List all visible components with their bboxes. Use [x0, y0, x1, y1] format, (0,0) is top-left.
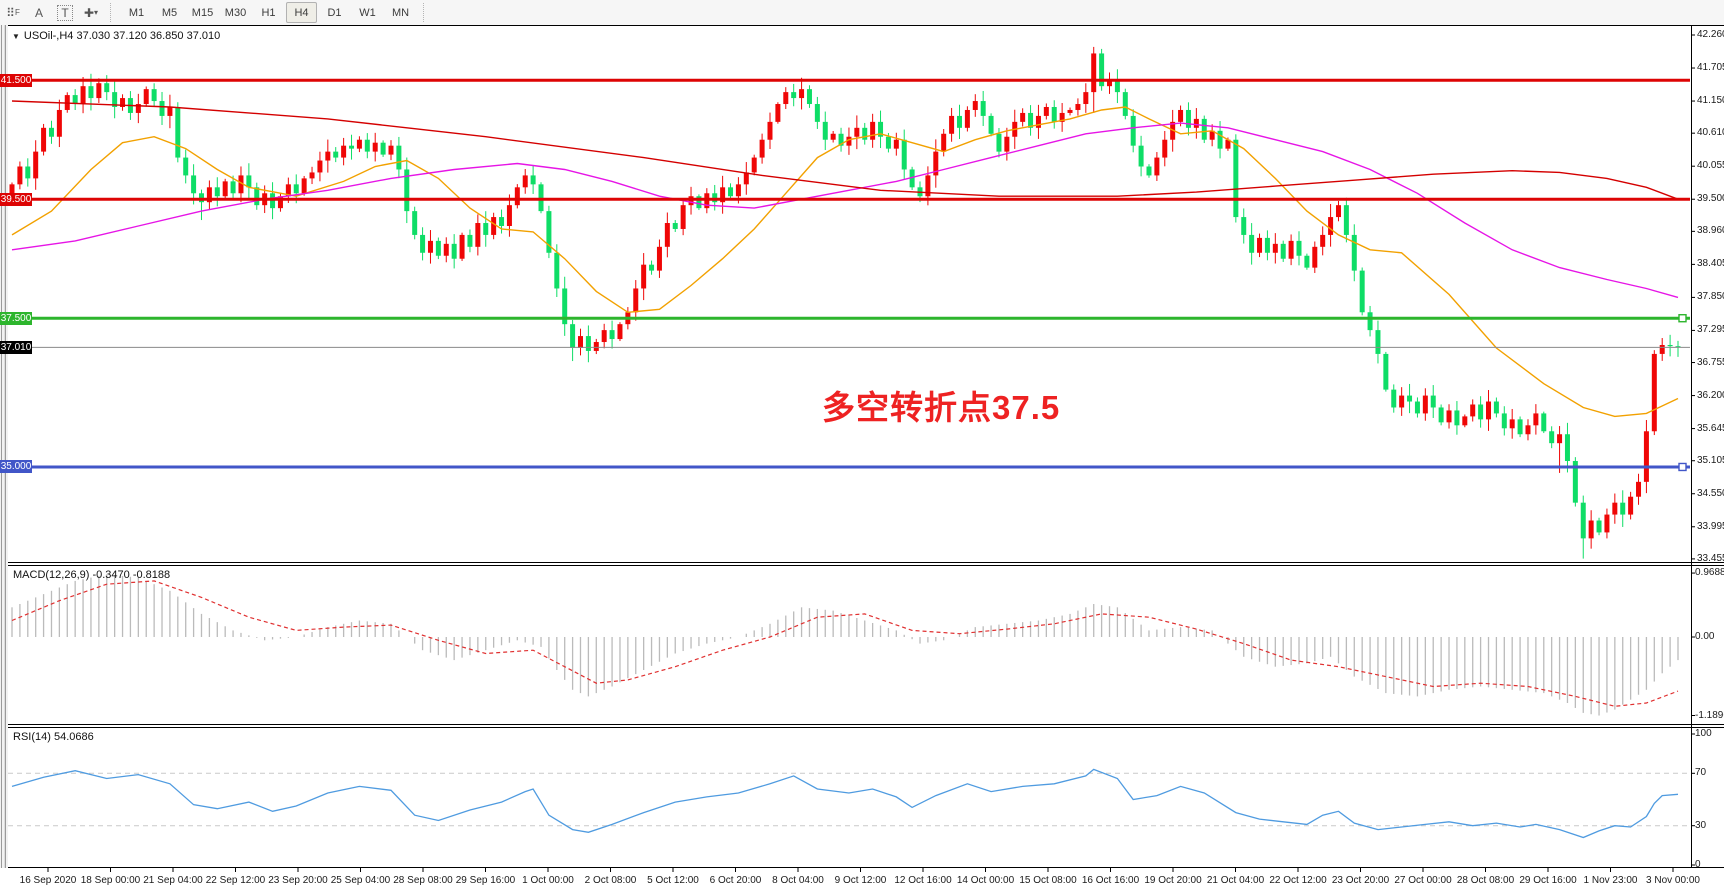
price-axis-label: 37.850 [1697, 291, 1724, 303]
time-axis-label: 2 Oct 08:00 [584, 875, 637, 886]
candles-layer [9, 46, 1681, 559]
macd-signal-line [11, 580, 1679, 707]
time-axis-label: 12 Oct 16:00 [894, 875, 952, 886]
time-axis-label: 1 Nov 23:00 [1583, 875, 1638, 886]
price-axis-label: 36.755 [1697, 356, 1724, 368]
current-price-tag: 37.010 [0, 340, 32, 354]
hline-handle[interactable] [1678, 314, 1687, 323]
toolbar-separator [110, 3, 116, 22]
price-axis-label: 34.550 [1697, 487, 1724, 499]
label-tool-button[interactable]: A [34, 5, 43, 20]
time-axis-label: 14 Oct 00:00 [956, 875, 1015, 886]
timeframe-m5-button[interactable]: M5 [161, 6, 178, 19]
price-axis-label: 40.055 [1697, 160, 1724, 172]
toolbar-separator [423, 3, 429, 22]
price-axis-label: 40.610 [1697, 127, 1724, 139]
rsi-axis-label: 70 [1695, 767, 1707, 779]
timeframe-m1-button[interactable]: M1 [128, 6, 145, 19]
time-axis-label: 5 Oct 12:00 [647, 875, 699, 886]
hline-handle[interactable] [1678, 462, 1687, 472]
time-axis-label: 16 Sep 2020 [19, 875, 77, 886]
timeframe-m15-button[interactable]: M15 [191, 6, 214, 19]
rsi-line [11, 768, 1679, 839]
price-axis-label: 35.645 [1697, 422, 1724, 434]
time-axis-label: 16 Oct 16:00 [1081, 875, 1140, 886]
panel-borders [0, 25, 1724, 872]
time-axis-label: 27 Oct 00:00 [1394, 875, 1452, 886]
time-axis-label: 8 Oct 04:00 [772, 875, 824, 886]
time-axis-label: 28 Oct 08:00 [1456, 875, 1515, 886]
macd-panel-layer [11, 574, 1679, 716]
price-axis-label: 38.960 [1697, 225, 1724, 237]
chevron-down-icon[interactable]: ▼ [12, 32, 20, 41]
symbol-ohlc-text: USOil-,H4 37.030 37.120 36.850 37.010 [23, 30, 221, 42]
timeframe-mn-button[interactable]: MN [391, 6, 410, 19]
time-axis-label: 3 Nov 00:00 [1646, 875, 1700, 886]
price-axis-label: 38.405 [1697, 258, 1724, 270]
timeframe-w1-button[interactable]: W1 [359, 6, 376, 19]
level-price-tag: 39.500 [0, 192, 32, 206]
ma-slow-red-line [11, 100, 1679, 200]
time-axis-label: 28 Sep 08:00 [393, 875, 453, 886]
time-axis-label: 9 Oct 12:00 [834, 875, 887, 886]
rsi-axis-label: 100 [1695, 728, 1712, 739]
macd-axis-label: -1.1896 [1695, 709, 1724, 721]
chart-annotation-text[interactable]: 多空转折点37.5 [822, 389, 1061, 426]
time-axis-label: 1 Oct 00:00 [522, 875, 574, 886]
time-axis-label: 29 Oct 16:00 [1519, 875, 1577, 886]
time-axis-label: 21 Sep 04:00 [143, 875, 203, 886]
time-axis-label: 25 Sep 04:00 [330, 875, 391, 886]
level-price-tag: 35.000 [0, 460, 32, 474]
dropdown-caret-icon[interactable]: ▾ [94, 8, 99, 17]
time-axis-label: 21 Oct 04:00 [1206, 875, 1265, 886]
timeframe-h1-button[interactable]: H1 [261, 6, 276, 19]
timeframe-d1-button[interactable]: D1 [327, 6, 342, 19]
textbox-tool-button[interactable]: T [54, 3, 76, 22]
timeframe-m30-button[interactable]: M30 [224, 6, 247, 19]
price-axis-label: 33.455 [1697, 552, 1724, 564]
timeframe-h4-button[interactable]: H4 [286, 2, 317, 23]
toolbar: ⠿ F A T ✚ ▾ M1 M5 M15 M30 H1 H4 D1 W1 MN [0, 0, 1724, 25]
ma-fast-orange-line [11, 106, 1679, 418]
level-price-tag: 41.500 [0, 73, 32, 87]
price-axis-label: 35.105 [1697, 454, 1724, 466]
window-left-edge [0, 25, 8, 868]
time-axis-label: 23 Oct 20:00 [1331, 875, 1390, 886]
price-axis-label: 41.705 [1697, 62, 1724, 74]
crosshair-tool-button[interactable]: ✚ ▾ [83, 5, 99, 20]
time-axis-label: 22 Sep 12:00 [205, 875, 266, 886]
rsi-axis-label: 30 [1695, 819, 1707, 831]
rsi-indicator-label: RSI(14) 54.0686 [13, 731, 94, 743]
ma-mid-magenta-line [11, 122, 1679, 299]
chart-title: ▼ USOil-,H4 37.030 37.120 36.850 37.010 [12, 30, 220, 42]
price-axis-label: 37.295 [1697, 324, 1724, 336]
level-price-tag: 37.500 [0, 311, 32, 325]
templates-tool-button[interactable]: ⠿ F [6, 5, 20, 20]
time-axis-label: 6 Oct 20:00 [709, 875, 762, 886]
macd-indicator-label: MACD(12,26,9) -0.3470 -0.8188 [13, 569, 171, 581]
time-axis-label: 22 Oct 12:00 [1269, 875, 1327, 886]
price-axis-label: 39.500 [1697, 193, 1724, 205]
time-axis-label: 23 Sep 20:00 [268, 875, 328, 886]
rsi-axis-label: 0 [1695, 859, 1701, 870]
macd-axis-label: 0.9688 [1695, 567, 1724, 579]
macd-axis-label: 0.00 [1695, 631, 1715, 642]
time-axis-label: 19 Oct 20:00 [1144, 875, 1202, 886]
price-axis-label: 36.200 [1697, 389, 1724, 401]
rsi-panel-layer [8, 768, 1690, 839]
price-axis-label: 33.995 [1697, 520, 1724, 532]
time-axis-label: 18 Sep 00:00 [80, 875, 141, 886]
time-axis-label: 15 Oct 08:00 [1019, 875, 1077, 886]
price-axis-label: 41.150 [1697, 95, 1724, 107]
time-axis-label: 29 Sep 16:00 [455, 875, 516, 886]
price-axis-label: 42.260 [1697, 29, 1724, 40]
